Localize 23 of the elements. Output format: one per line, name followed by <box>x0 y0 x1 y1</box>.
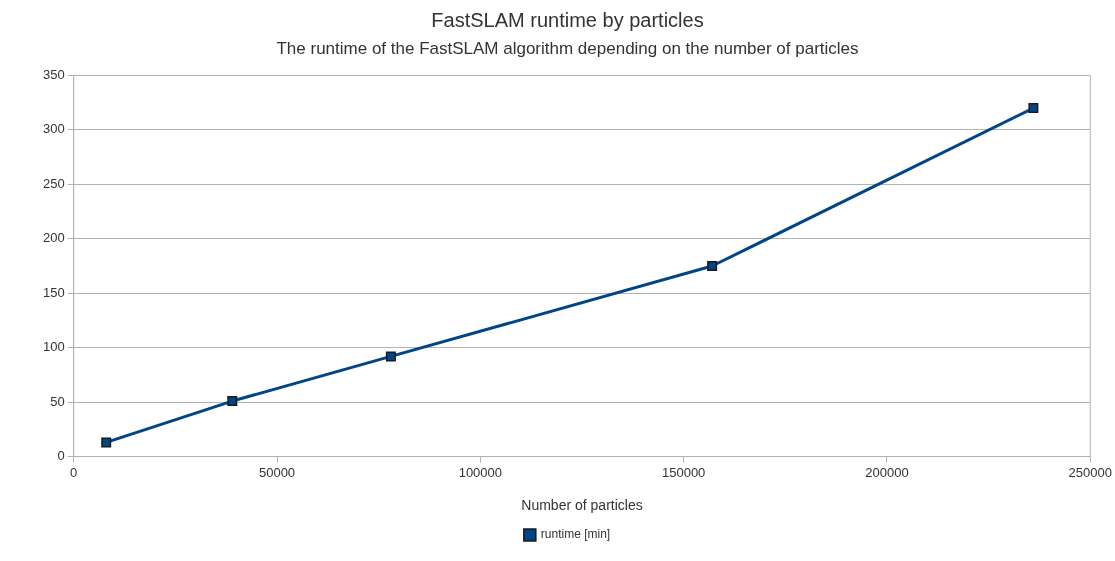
y-tick-label: 0 <box>57 448 65 464</box>
point <box>227 396 238 407</box>
y-tick-label: 300 <box>42 121 65 137</box>
y-tick-label: 350 <box>42 66 65 82</box>
x-tick-label: 0 <box>70 464 78 480</box>
point <box>385 351 396 362</box>
y-tick-label: 200 <box>42 230 65 246</box>
x-tick-label: 100000 <box>458 464 503 480</box>
chart-subtitle: The runtime of the FastSLAM algorithm depending on the number of particles <box>276 38 859 58</box>
y-tick-label: 250 <box>42 175 65 191</box>
x-axis-title: Number of particles <box>521 497 643 514</box>
chart-title: FastSLAM runtime by particles <box>431 8 704 31</box>
point <box>101 437 112 448</box>
y-tick-label: 150 <box>42 284 65 300</box>
x-tick-label: 50000 <box>258 464 296 480</box>
y-tick-label: 50 <box>50 393 65 409</box>
x-tick-label: 250000 <box>1068 464 1113 480</box>
y-tick-label: 100 <box>42 339 65 355</box>
point <box>1028 103 1039 114</box>
x-tick-label: 200000 <box>865 464 909 480</box>
x-tick-label: 150000 <box>661 464 706 480</box>
legend-label: runtime [min] <box>540 527 611 542</box>
point <box>707 261 718 271</box>
